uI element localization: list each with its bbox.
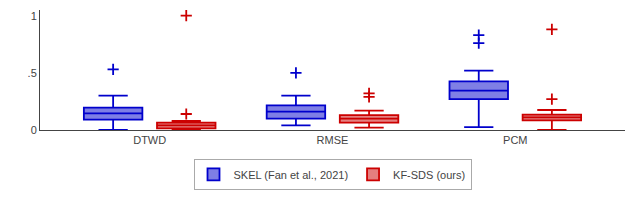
- svg-text:SKEL (Fan et al., 2021): SKEL (Fan et al., 2021): [234, 169, 349, 181]
- svg-text:RMSE: RMSE: [317, 134, 349, 146]
- svg-text:DTWD: DTWD: [133, 134, 166, 146]
- svg-text:1: 1: [31, 10, 37, 22]
- svg-text:0: 0: [31, 124, 37, 136]
- svg-text:KF-SDS (ours): KF-SDS (ours): [393, 169, 465, 181]
- svg-text:.5: .5: [28, 67, 37, 79]
- svg-text:PCM: PCM: [503, 134, 527, 146]
